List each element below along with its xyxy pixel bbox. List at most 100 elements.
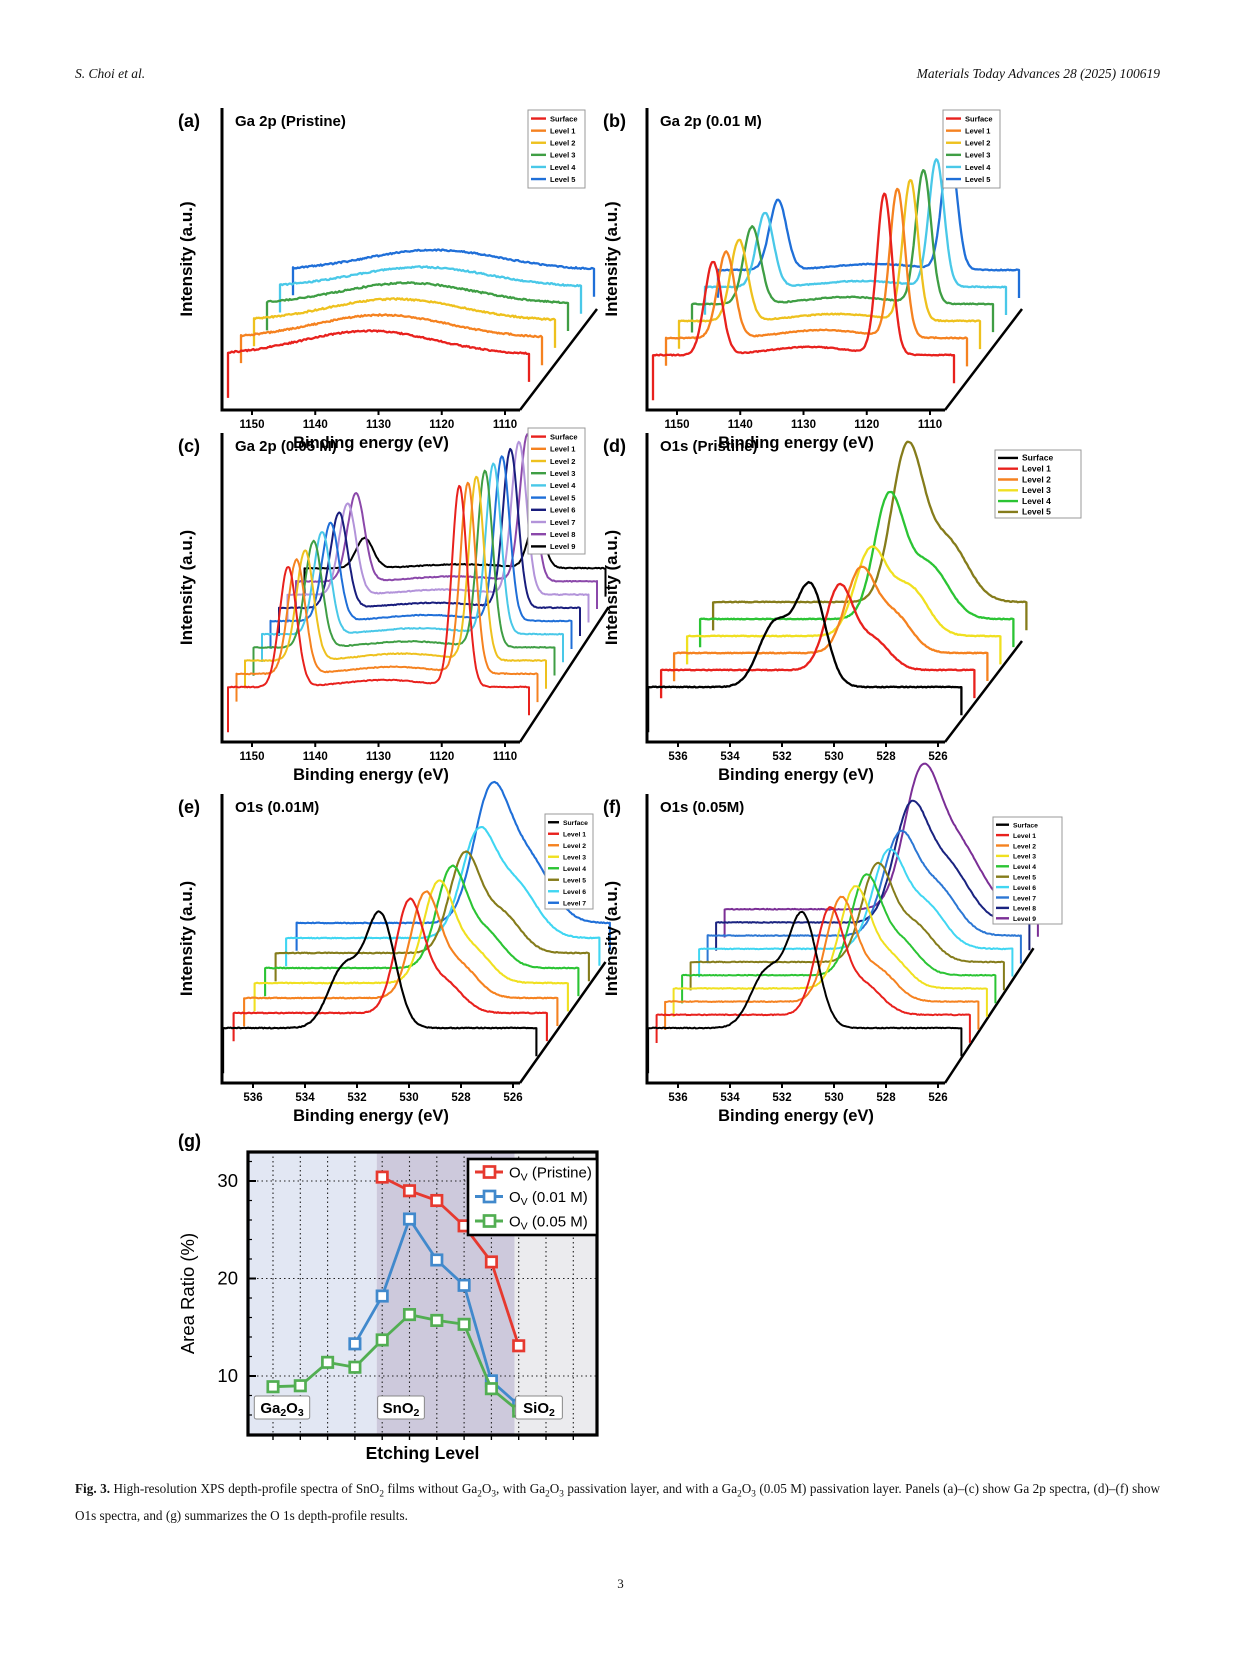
svg-text:Level 3: Level 3 [1013, 854, 1036, 861]
svg-text:(g): (g) [178, 1131, 201, 1151]
svg-text:Level 3: Level 3 [965, 151, 990, 160]
svg-text:Level 3: Level 3 [550, 151, 575, 160]
header-journal: Materials Today Advances 28 (2025) 10061… [916, 66, 1160, 81]
svg-text:Ga 2p (0.05 M): Ga 2p (0.05 M) [235, 438, 337, 455]
svg-text:1140: 1140 [303, 419, 328, 431]
svg-text:528: 528 [876, 751, 896, 763]
svg-text:Intensity (a.u.): Intensity (a.u.) [602, 530, 621, 645]
svg-text:Level 2: Level 2 [965, 139, 990, 148]
svg-text:Level 1: Level 1 [550, 445, 575, 454]
svg-text:Level 2: Level 2 [550, 139, 575, 148]
svg-text:Level 1: Level 1 [965, 126, 990, 135]
svg-text:1130: 1130 [366, 419, 391, 431]
svg-text:1110: 1110 [493, 419, 517, 431]
svg-text:Level 4: Level 4 [550, 163, 576, 172]
svg-text:Level 6: Level 6 [1013, 885, 1036, 892]
svg-text:534: 534 [720, 751, 740, 763]
svg-text:Level 9: Level 9 [550, 542, 575, 551]
svg-text:Level 2: Level 2 [1013, 843, 1036, 850]
svg-text:Level 5: Level 5 [550, 175, 575, 184]
page-number: 3 [617, 1576, 624, 1591]
svg-text:Intensity (a.u.): Intensity (a.u.) [177, 881, 196, 996]
svg-text:Level 1: Level 1 [1013, 833, 1036, 840]
xps-panel-d-o1s-pristine: 536 534 532 530 528 526 Binding energy (eV) Int… [602, 433, 1082, 784]
svg-text:530: 530 [399, 1092, 418, 1104]
svg-text:Intensity (a.u.): Intensity (a.u.) [177, 530, 196, 645]
svg-text:OV (0.01 M): OV (0.01 M) [509, 1189, 588, 1208]
svg-text:Level 2: Level 2 [550, 457, 575, 466]
svg-text:Level 1: Level 1 [563, 832, 586, 839]
svg-text:Level 3: Level 3 [550, 469, 575, 478]
svg-text:Binding energy (eV): Binding energy (eV) [293, 434, 449, 452]
svg-text:Level 5: Level 5 [965, 175, 990, 184]
svg-text:1140: 1140 [728, 419, 753, 431]
figure-caption: Fig. 3. High-resolution XPS depth-profil… [75, 1481, 1160, 1523]
svg-text:1110: 1110 [918, 419, 942, 431]
svg-text:1150: 1150 [240, 419, 265, 431]
xps-panel-a-ga2p-pristine: 1150 1140 1130 1120 1110 Binding energy (eV) I… [177, 108, 598, 452]
svg-text:532: 532 [772, 751, 791, 763]
svg-text:Level 7: Level 7 [563, 901, 586, 908]
svg-text:Surface: Surface [1022, 453, 1053, 463]
svg-text:Area Ratio (%): Area Ratio (%) [177, 1233, 198, 1354]
page-header: S. Choi et al. Materials Today Advances … [75, 66, 1160, 82]
svg-text:1150: 1150 [240, 751, 265, 763]
svg-text:10: 10 [217, 1365, 238, 1386]
svg-text:534: 534 [295, 1092, 315, 1104]
svg-text:(a): (a) [178, 111, 200, 131]
svg-text:Surface: Surface [1013, 823, 1038, 830]
svg-text:Intensity (a.u.): Intensity (a.u.) [602, 201, 621, 316]
svg-text:Level 7: Level 7 [1013, 895, 1036, 902]
svg-text:Level 5: Level 5 [563, 878, 586, 885]
svg-text:Level 5: Level 5 [1022, 507, 1051, 517]
svg-text:Surface: Surface [550, 432, 578, 441]
svg-text:30: 30 [217, 1170, 238, 1191]
svg-text:O1s (Pristine): O1s (Pristine) [660, 438, 758, 455]
svg-text:Level 8: Level 8 [1013, 906, 1036, 913]
svg-text:Level 4: Level 4 [563, 866, 586, 873]
xps-panel-e-o1s-001m: 536 534 532 530 528 526 Binding energy (eV) Int… [177, 780, 611, 1125]
svg-text:Surface: Surface [563, 820, 588, 827]
svg-text:Binding energy (eV): Binding energy (eV) [718, 434, 874, 452]
svg-text:Level 4: Level 4 [1022, 496, 1051, 506]
svg-text:1130: 1130 [791, 419, 816, 431]
svg-text:20: 20 [217, 1268, 238, 1289]
svg-text:Level 9: Level 9 [1013, 916, 1036, 923]
svg-text:Surface: Surface [965, 114, 993, 123]
svg-text:Binding energy (eV): Binding energy (eV) [293, 766, 449, 784]
svg-text:528: 528 [876, 1092, 896, 1104]
svg-text:528: 528 [451, 1092, 471, 1104]
svg-text:Ga2O3: Ga2O3 [260, 1400, 304, 1419]
svg-text:532: 532 [347, 1092, 366, 1104]
svg-text:Level 2: Level 2 [1022, 474, 1051, 484]
svg-text:Binding energy (eV): Binding energy (eV) [718, 1107, 874, 1125]
svg-text:530: 530 [824, 1092, 843, 1104]
svg-text:Etching Level: Etching Level [366, 1443, 480, 1463]
svg-text:(e): (e) [178, 797, 200, 817]
svg-text:Ga 2p (0.01 M): Ga 2p (0.01 M) [660, 113, 762, 130]
svg-text:Level 4: Level 4 [965, 163, 991, 172]
svg-text:Intensity (a.u.): Intensity (a.u.) [602, 881, 621, 996]
header-author: S. Choi et al. [75, 66, 146, 81]
svg-text:526: 526 [503, 1092, 522, 1104]
svg-text:OV (Pristine): OV (Pristine) [509, 1165, 592, 1184]
svg-text:1140: 1140 [303, 751, 328, 763]
svg-text:534: 534 [720, 1092, 740, 1104]
svg-text:Level 8: Level 8 [550, 530, 575, 539]
svg-text:Level 1: Level 1 [550, 126, 575, 135]
xps-panel-f-o1s-005m: 536 534 532 530 528 526 Binding energy (eV) Int… [602, 762, 1063, 1125]
svg-text:Ga 2p (Pristine): Ga 2p (Pristine) [235, 113, 346, 130]
svg-text:Level 5: Level 5 [1013, 875, 1036, 882]
svg-text:Level 3: Level 3 [1022, 485, 1051, 495]
svg-text:536: 536 [243, 1092, 262, 1104]
svg-text:Binding energy (eV): Binding energy (eV) [718, 766, 874, 784]
svg-text:1130: 1130 [366, 751, 391, 763]
xps-panel-c-ga2p-005m: 1150 1140 1130 1120 1110 Binding energy (eV) I… [177, 427, 610, 784]
svg-text:Binding energy (eV): Binding energy (eV) [293, 1107, 449, 1125]
svg-text:530: 530 [824, 751, 843, 763]
svg-text:1120: 1120 [854, 419, 879, 431]
svg-text:(c): (c) [178, 436, 200, 456]
svg-text:SnO2: SnO2 [383, 1400, 420, 1419]
svg-text:536: 536 [668, 1092, 687, 1104]
